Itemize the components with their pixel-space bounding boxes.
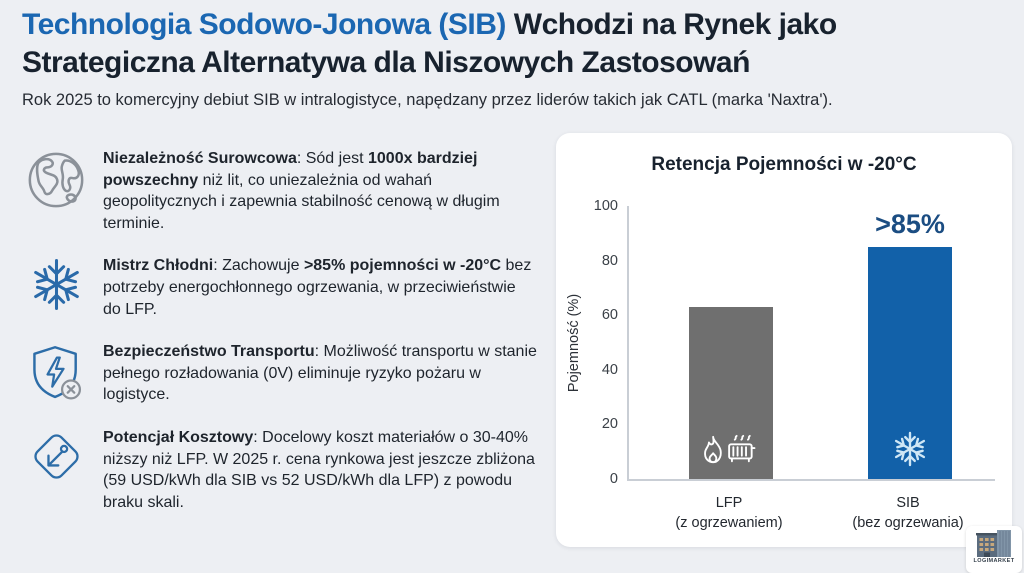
y-tick: 20	[601, 416, 618, 433]
feature-text: Bezpieczeństwo Transportu: Możliwość tra…	[103, 341, 537, 406]
feature-text-normal: : Zachowuje	[213, 257, 304, 275]
building-icon	[976, 530, 1011, 557]
feature-text: Mistrz Chłodni: Zachowuje >85% pojemnośc…	[103, 255, 537, 320]
bar-lfp	[689, 307, 773, 479]
feature-text-normal: niż lit, co uniezależnia od wahań geopol…	[103, 171, 500, 232]
page-title-highlight: Technologia Sodowo-Jonowa (SIB)	[22, 8, 506, 41]
feature-text-bold: 1000x bardziej powszechny	[103, 150, 478, 189]
logimarket-logo: LOGIMARKET	[966, 526, 1022, 573]
y-tick: 80	[601, 252, 618, 269]
header: Technologia Sodowo-Jonowa (SIB) Wchodzi …	[22, 6, 982, 110]
x-label-note: (bez ogrzewania)	[852, 515, 964, 532]
shield-zap-icon	[22, 342, 90, 405]
logo-text: LOGIMARKET	[973, 558, 1015, 564]
feature-raw-material-independence: Niezależność Surowcowa: Sód jest 1000x b…	[22, 148, 542, 234]
feature-text-normal: : Możliwość transportu w stanie pełnego …	[103, 343, 537, 404]
y-tick: 0	[609, 471, 618, 487]
chart-title: Retencja Pojemności w -20°C	[651, 154, 917, 175]
feature-text: Niezależność Surowcowa: Sód jest 1000x b…	[103, 148, 537, 234]
feature-text: Potencjał Kosztowy: Docelowy koszt mater…	[103, 427, 537, 513]
feature-text-normal: : Sód jest	[296, 150, 368, 167]
chart-plot-area: 0 20 40 60 80 100 Pojemność (%)	[566, 198, 995, 487]
snowflake-icon	[22, 256, 90, 313]
chart-card: Retencja Pojemności w -20°C 0 20 40 60 8…	[556, 133, 1012, 547]
page-title-rest-line1: Wchodzi na Rynek jako	[505, 8, 837, 41]
y-tick: 60	[601, 307, 618, 324]
y-tick: 100	[593, 198, 618, 214]
y-axis-label-wrap: Pojemność (%)	[563, 206, 585, 479]
x-label-name: LFP	[715, 495, 743, 511]
y-tick: 40	[601, 361, 618, 378]
x-label-sib: SIB (bez ogrzewania)	[818, 493, 998, 534]
price-tag-icon	[22, 428, 90, 485]
feature-cost-potential: Potencjał Kosztowy: Docelowy koszt mater…	[22, 427, 542, 513]
page-title: Technologia Sodowo-Jonowa (SIB) Wchodzi …	[22, 6, 982, 82]
page-subtitle: Rok 2025 to komercyjny debiut SIB w intr…	[22, 90, 833, 109]
page-title-line2: Strategiczna Alternatywa dla Niszowych Z…	[22, 45, 750, 79]
x-label-name: SIB	[896, 495, 920, 511]
x-label-note: (z ogrzewaniem)	[675, 515, 783, 532]
snowflake-icon	[868, 430, 952, 468]
feature-text-bold: Potencjał Kosztowy	[103, 428, 254, 446]
bar-fill	[689, 307, 773, 479]
y-axis-label: Pojemność (%)	[566, 293, 582, 392]
bar-annotation: >85%	[875, 208, 945, 239]
globe-icon	[22, 149, 90, 211]
feature-transport-safety: Bezpieczeństwo Transportu: Możliwość tra…	[22, 341, 542, 406]
feature-text-bold: Niezależność Surowcowa	[103, 150, 297, 167]
feature-text-bold: >85% pojemności w -20°C	[303, 257, 502, 275]
feature-cold-champion: Mistrz Chłodni: Zachowuje >85% pojemnośc…	[22, 255, 542, 320]
bar-sib: >85%	[868, 209, 952, 479]
x-label-lfp: LFP (z ogrzewaniem)	[639, 493, 819, 534]
feature-text-bold: Bezpieczeństwo Transportu	[103, 343, 315, 361]
flame-and-radiator-icon	[689, 432, 773, 468]
feature-text-normal: : Docelowy koszt materiałów o 30-40% niż…	[103, 428, 535, 511]
feature-text-normal: bez potrzeby energochłonnego ogrzewania,…	[103, 257, 532, 318]
feature-text-bold: Mistrz Chłodni	[103, 257, 214, 275]
feature-list: Niezależność Surowcowa: Sód jest 1000x b…	[22, 148, 542, 534]
